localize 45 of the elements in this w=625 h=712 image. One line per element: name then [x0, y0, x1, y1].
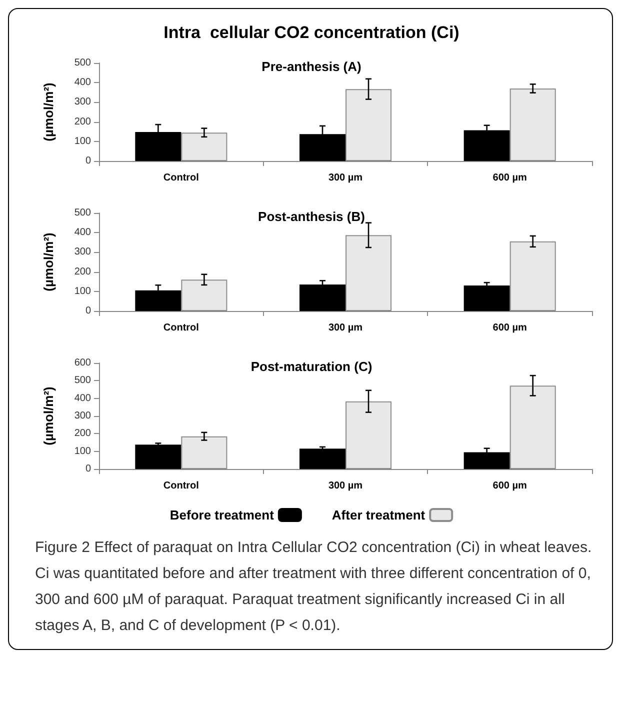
y-tick-label: 100	[74, 286, 92, 297]
y-tick-label: 100	[74, 446, 92, 457]
bar	[464, 130, 510, 161]
y-axis-title: (µmol/m²)	[41, 232, 56, 292]
y-tick-label: 300	[74, 410, 92, 422]
bar	[299, 448, 346, 469]
caption: Figure 2 Effect of paraquat on Intra Cellular CO2 concentration (Ci) in wheat leaves. Ci was quantitated before and after treatment with three different concentration of 0, 300 and 600 µM of paraquat. Paraquat treatment significantly increased Ci in all stages A, B, and C of development (P < 0.01).	[34, 538, 593, 636]
bar	[299, 284, 346, 311]
y-tick-label: 500	[74, 375, 92, 386]
y-tick-label: 400	[74, 392, 92, 404]
chart-subtitle: Pre-anthesis (A)	[262, 59, 362, 74]
x-tick-label: 600 µm	[492, 322, 527, 334]
y-tick-label: 0	[85, 156, 92, 166]
y-tick-label: 200	[74, 266, 92, 278]
chart-subtitle: Post-anthesis (B)	[258, 209, 365, 224]
y-tick-label: 500	[74, 58, 92, 68]
bar	[135, 290, 182, 311]
x-tick-label: 600 µm	[492, 172, 527, 184]
bar	[135, 444, 182, 469]
bar	[464, 452, 510, 469]
x-tick-label: Control	[163, 480, 200, 492]
legend-label: After treatment	[332, 508, 426, 522]
bar	[464, 286, 510, 311]
y-tick-label: 200	[74, 116, 92, 128]
y-axis-title: (µmol/m²)	[41, 82, 56, 142]
y-tick-label: 500	[74, 208, 92, 218]
x-tick-label: 600 µm	[492, 480, 527, 492]
chart-subtitle: Post-maturation (C)	[250, 359, 372, 374]
y-tick-label: 300	[74, 96, 92, 108]
chart-title: Intra cellular CO2 concentration (Ci)	[164, 23, 460, 42]
y-axis-title: (µmol/m²)	[41, 386, 56, 446]
legend-label: Before treatment	[170, 508, 275, 522]
x-tick-label: 300 µm	[328, 322, 363, 334]
y-tick-label: 0	[85, 306, 92, 316]
y-tick-label: 400	[74, 77, 92, 88]
x-tick-label: Control	[163, 322, 200, 334]
y-tick-label: 200	[74, 428, 92, 440]
y-tick-label: 0	[85, 464, 92, 474]
x-tick-label: Control	[163, 172, 200, 184]
x-tick-label: 300 µm	[328, 172, 363, 184]
x-tick-label: 300 µm	[328, 480, 363, 492]
y-tick-label: 100	[74, 136, 92, 147]
y-tick-label: 400	[74, 227, 92, 238]
y-tick-label: 300	[74, 246, 92, 258]
y-tick-label: 600	[74, 358, 92, 368]
